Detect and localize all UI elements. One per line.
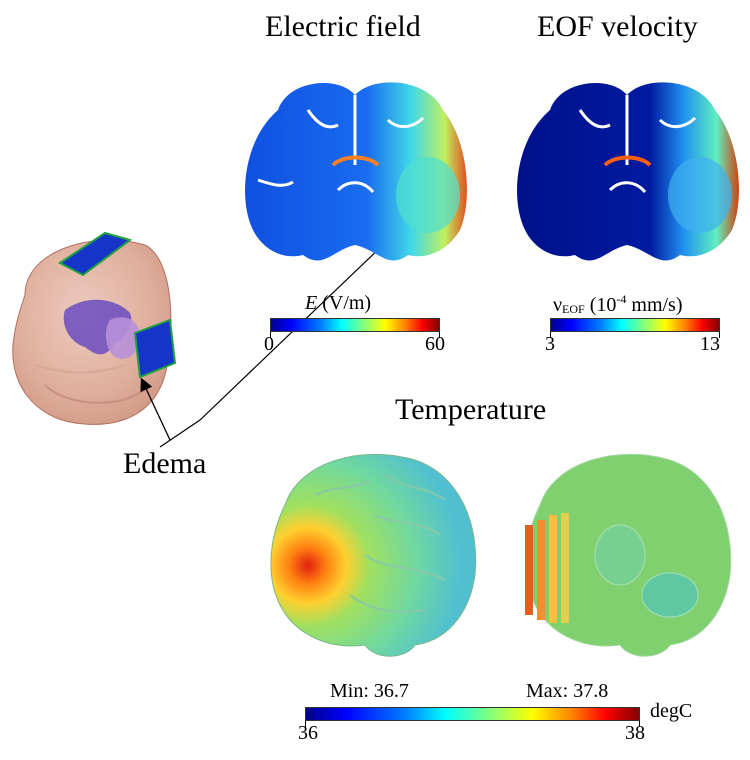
electric-colorbar-max: 60	[425, 333, 445, 355]
eof-colorbar-label: νEOF (10-4 mm/s)	[553, 292, 683, 316]
electric-field-title: Electric field	[265, 10, 421, 43]
temperature-max-label: Max: 37.8	[526, 680, 609, 702]
eof-colorbar-max: 13	[700, 333, 720, 355]
electric-colorbar-label: E (V/m)	[305, 292, 372, 314]
temperature-colorbar-min: 36	[298, 722, 318, 744]
temperature-min-label: Min: 36.7	[330, 680, 409, 702]
electric-field-slice	[245, 82, 467, 261]
temperature-colorbar-max: 38	[625, 722, 645, 744]
head-model-illustration	[12, 231, 177, 425]
electric-colorbar-min: 0	[264, 333, 274, 355]
edema-label: Edema	[123, 447, 207, 480]
temperature-colorbar	[305, 707, 640, 721]
edema-region	[105, 317, 140, 359]
eof-velocity-slice	[517, 82, 739, 261]
eof-colorbar-min: 3	[545, 333, 555, 355]
temperature-brain-surface	[270, 453, 477, 657]
electrode-top	[58, 231, 133, 277]
eof-colorbar	[550, 318, 720, 332]
temperature-brain-sliced	[525, 453, 732, 657]
temperature-title: Temperature	[395, 393, 547, 426]
temperature-unit: degC	[650, 700, 693, 722]
eof-velocity-title: EOF velocity	[537, 10, 698, 43]
electric-colorbar	[270, 318, 440, 332]
